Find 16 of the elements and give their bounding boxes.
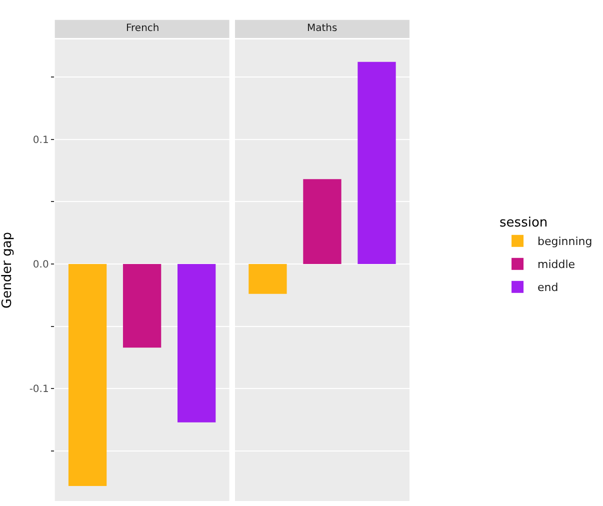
bar [358,62,396,264]
bar [68,264,107,486]
y-tick-label: 0.1 [32,134,49,146]
bar [178,264,216,422]
y-tick-label: 0.0 [32,259,49,270]
y-tick-label: -0.1 [29,384,49,396]
x-tick-label: Maths [307,23,338,34]
legend-label: end [538,281,558,294]
bar [303,179,342,264]
y-axis-title: Gender gap [0,232,15,308]
bar [248,264,287,294]
x-tick-label: French [126,23,160,34]
legend-label: beginning [538,235,592,248]
bar [122,264,162,348]
legend-label: middle [538,258,576,272]
legend-title: session [500,215,548,230]
